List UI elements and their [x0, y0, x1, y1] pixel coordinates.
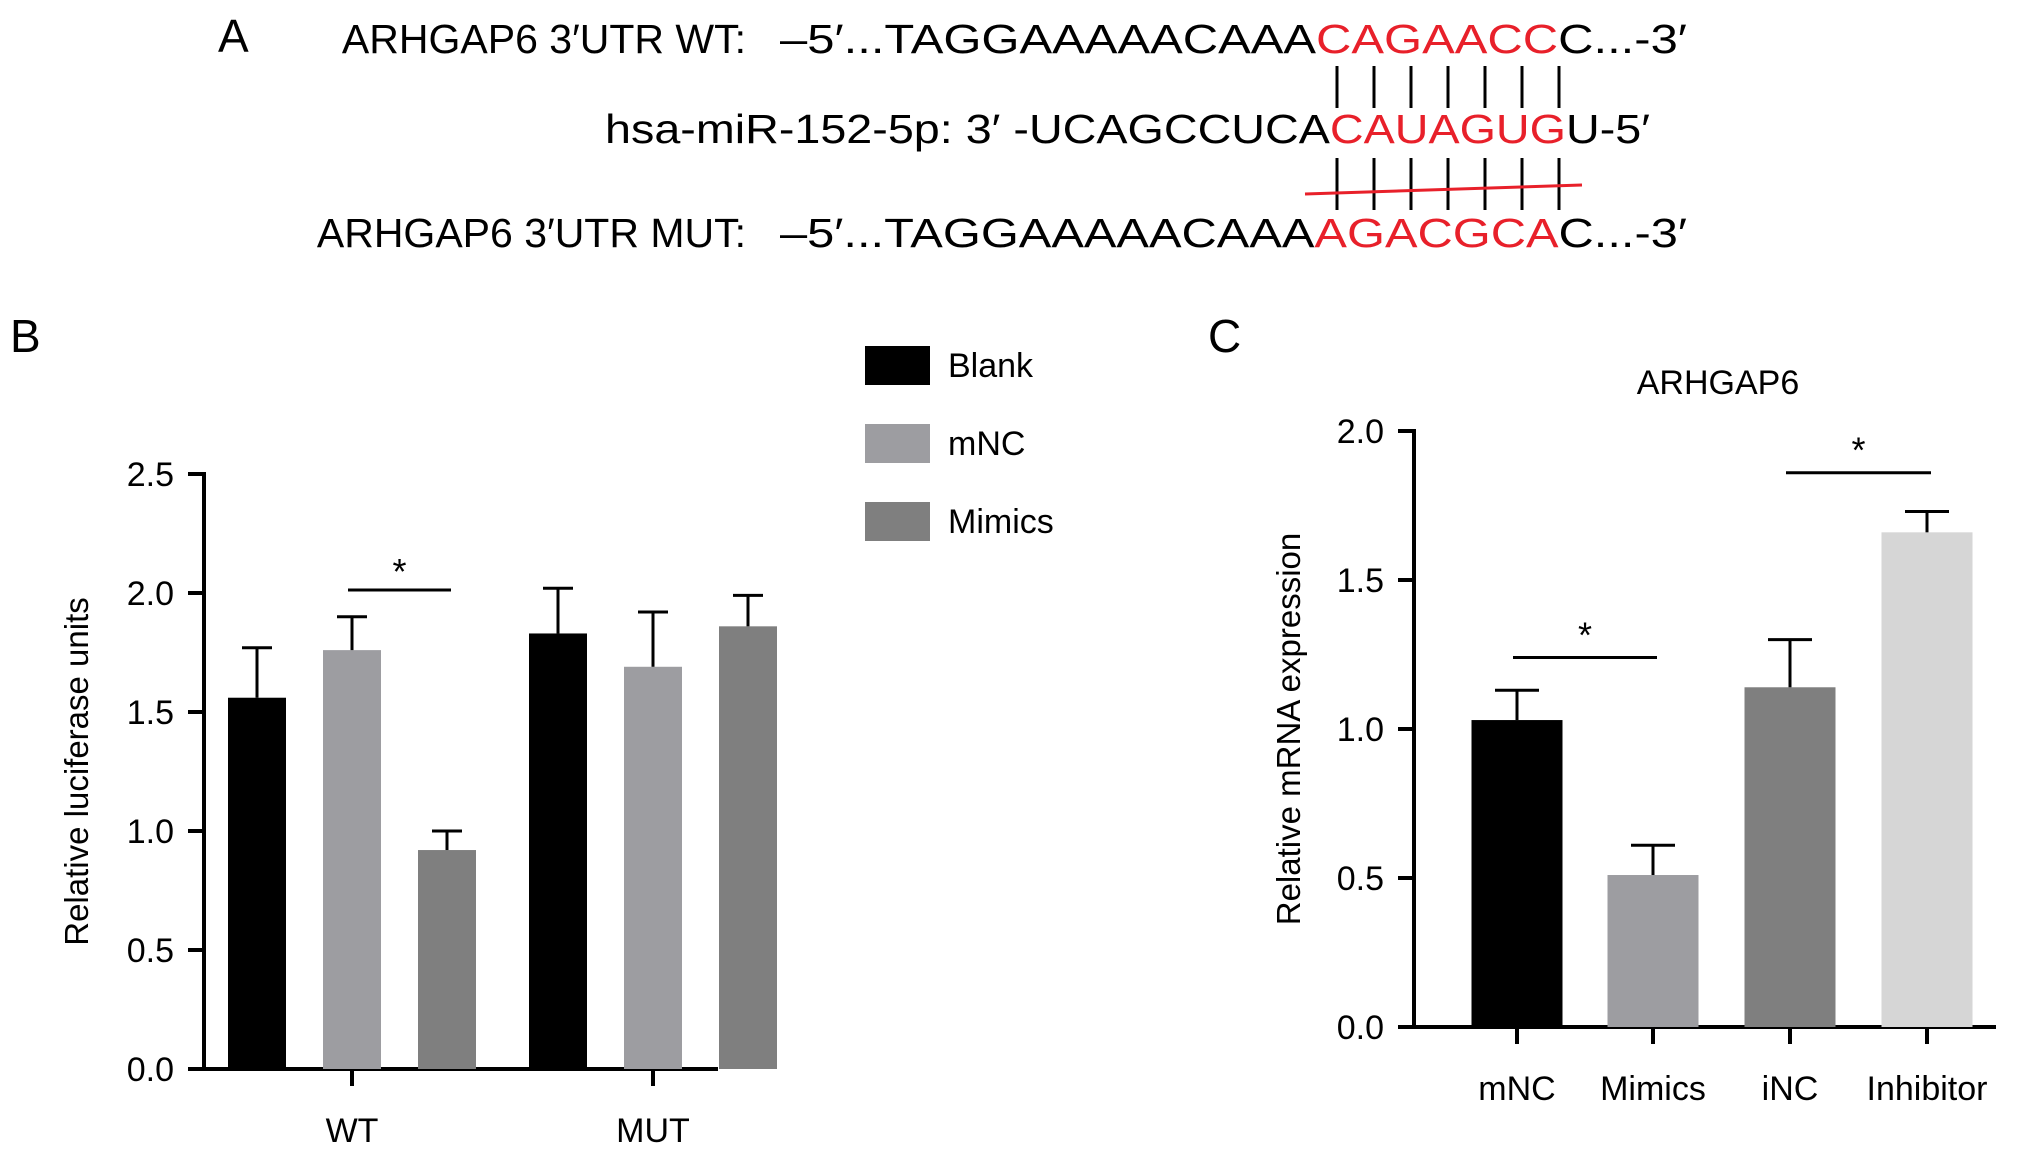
bar — [1881, 532, 1973, 1027]
bar — [1471, 720, 1563, 1027]
y-axis-label: Relative mRNA expression — [1270, 533, 1307, 926]
y-tick-label: 1.0 — [127, 813, 174, 851]
mirna-binding-site: CAUAGUG — [1330, 106, 1566, 152]
wt-seq-start: –5′...TAGGAAAAACAAA — [780, 16, 1317, 62]
x-tick-label: WT — [326, 1112, 379, 1150]
x-tick-label: mNC — [1478, 1070, 1555, 1108]
panel-b-label: B — [10, 310, 41, 362]
mirna-seq-end: U-5′ — [1566, 106, 1650, 152]
y-tick-label: 1.5 — [1337, 562, 1384, 600]
y-tick-label: 2.5 — [127, 456, 174, 494]
y-tick-label: 1.0 — [1337, 711, 1384, 749]
significance-star: * — [1578, 614, 1592, 655]
mut-sequence: –5′...TAGGAAAAACAAA AGACGCA C...-3′ — [780, 210, 1687, 256]
chart-title: ARHGAP6 — [1637, 364, 1800, 402]
y-tick-label: 0.0 — [127, 1051, 174, 1089]
panel-a: A ARHGAP6 3′UTR WT: –5′...TAGGAAAAACAAA C… — [218, 10, 1687, 256]
x-tick-label: Inhibitor — [1867, 1070, 1988, 1108]
legend-swatch — [865, 502, 930, 541]
legend-swatch — [865, 346, 930, 385]
wt-binding-site: CAGAACC — [1316, 16, 1558, 62]
mismatch-strike-line — [1304, 183, 1583, 196]
bar — [529, 633, 587, 1069]
significance-star: * — [392, 551, 406, 592]
wt-seq-end: C...-3′ — [1558, 16, 1687, 62]
mut-seq-end: C...-3′ — [1559, 210, 1687, 256]
panel-a-label: A — [218, 10, 249, 62]
y-tick-label: 2.0 — [1337, 413, 1384, 451]
mirna-sequence: hsa-miR-152-5p: 3′ -UCAGCCUCA CAUAGUG U-5′ — [605, 106, 1650, 152]
significance-star: * — [1851, 430, 1865, 471]
y-tick-label: 1.5 — [127, 694, 174, 732]
bar — [1744, 687, 1836, 1027]
mirna-prefix: hsa-miR-152-5p: 3′ -UCAGCCUCA — [605, 106, 1331, 152]
y-tick-label: 0.5 — [127, 932, 174, 970]
y-axis-label: Relative luciferase units — [58, 597, 95, 946]
chart-c: 0.0 0.5 1.0 1.5 2.0 Relative mRNA expression A… — [1270, 364, 1996, 1108]
bar — [418, 850, 476, 1069]
legend: Blank mNC Mimics — [865, 346, 1054, 541]
y-tick-label: 0.0 — [1337, 1009, 1384, 1047]
y-tick-label: 0.5 — [1337, 860, 1384, 898]
legend-swatch — [865, 424, 930, 463]
legend-label: mNC — [948, 425, 1025, 463]
bar — [228, 697, 286, 1069]
mut-binding-site: AGACGCA — [1314, 210, 1559, 256]
wt-prefix: ARHGAP6 3′UTR WT: — [342, 16, 746, 62]
panel-c-label: C — [1208, 310, 1241, 362]
panel-b: B 0.0 0.5 1.0 1.5 2.0 2.5 Relative luciferase … — [10, 310, 1054, 1150]
bar — [719, 626, 777, 1069]
legend-label: Blank — [948, 347, 1034, 385]
legend-label: Mimics — [948, 503, 1054, 541]
mut-prefix: ARHGAP6 3′UTR MUT: — [317, 210, 746, 256]
x-tick-label: MUT — [616, 1112, 690, 1150]
chart-b: 0.0 0.5 1.0 1.5 2.0 2.5 Relative luciferase un… — [58, 346, 1054, 1150]
base-pair-lines — [1335, 66, 1561, 210]
x-tick-label: iNC — [1762, 1070, 1819, 1108]
panel-c: C 0.0 0.5 1.0 1.5 2.0 Relative mRNA expressio… — [1208, 310, 1996, 1108]
y-tick-label: 2.0 — [127, 575, 174, 613]
mut-seq-start: –5′...TAGGAAAAACAAA — [780, 210, 1315, 256]
bar — [624, 666, 682, 1069]
bar — [1607, 875, 1699, 1027]
x-tick-label: Mimics — [1600, 1070, 1706, 1108]
wt-sequence: –5′...TAGGAAAAACAAA CAGAACC C...-3′ — [780, 16, 1687, 62]
bar — [323, 650, 381, 1069]
